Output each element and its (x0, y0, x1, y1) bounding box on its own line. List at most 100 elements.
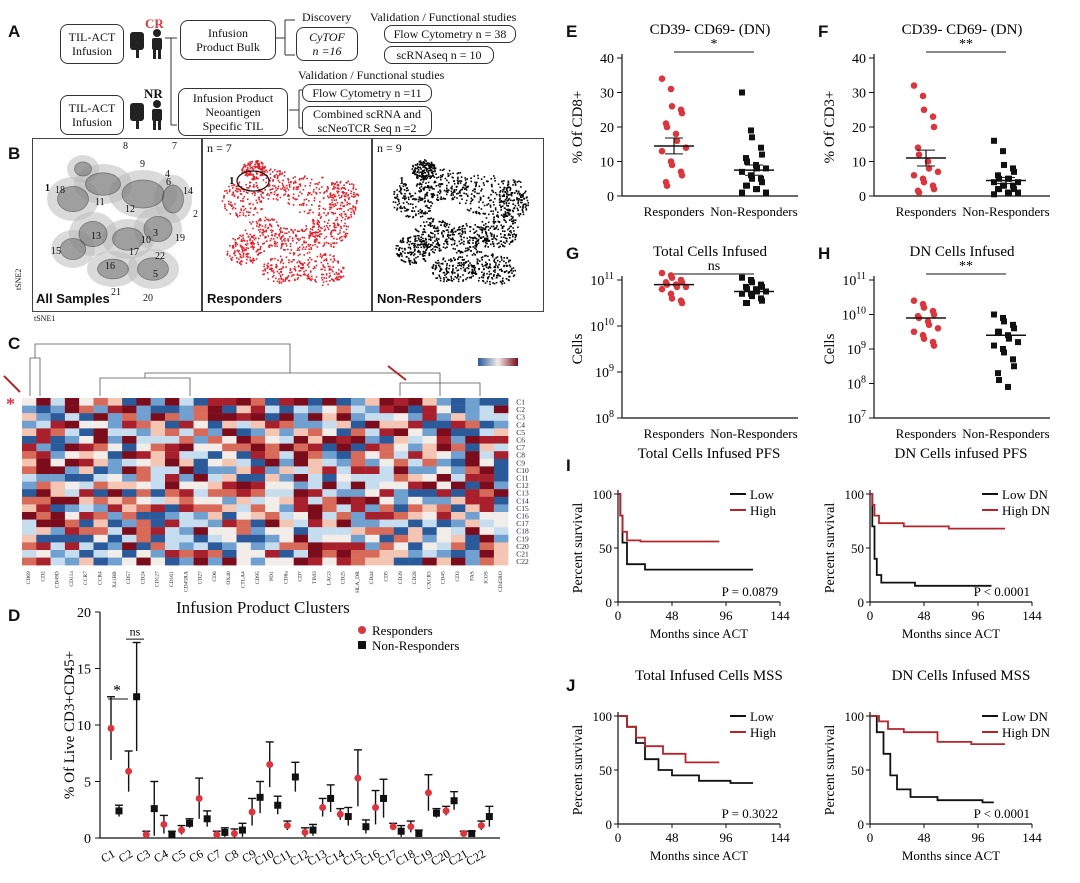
tsne-cell (497, 228, 500, 231)
heatmap-cell (236, 413, 251, 421)
heatmap-cell (293, 519, 309, 528)
tsne-cell (492, 254, 494, 256)
tsne-cell (417, 249, 420, 252)
heatmap-cell (436, 519, 452, 528)
tsne-cell (324, 258, 327, 261)
y-tick-label: 30 (600, 87, 614, 102)
tsne-cell (464, 202, 467, 205)
heatmap-cell (36, 466, 51, 475)
heatmap-cell (50, 496, 66, 505)
tsne-cell (417, 200, 420, 203)
tsne-cell (253, 243, 255, 245)
tsne-cell (300, 177, 303, 180)
tsne-cell (397, 198, 400, 201)
tsne-cell (327, 242, 330, 245)
heatmap-cell (36, 474, 51, 482)
tsne-cell (490, 199, 492, 201)
tsne-cell (297, 195, 300, 197)
tsne-cell (236, 243, 239, 246)
tsne-cell (279, 255, 282, 258)
tsne-cell (489, 267, 492, 269)
tsne-cell (256, 161, 258, 164)
sig-label: ns (708, 259, 720, 274)
heatmap-cell (93, 557, 108, 566)
tsne-cell (426, 177, 429, 179)
heatmap-cell (493, 451, 509, 459)
tsne-cell (415, 205, 417, 208)
tsne-cell (419, 183, 421, 185)
tsne-cell (412, 215, 415, 218)
tsne-cell (299, 211, 301, 214)
tsne-cell (445, 268, 448, 271)
tsne-cell (246, 198, 249, 201)
tsne-cell (289, 271, 291, 274)
tsne-cell (241, 171, 244, 174)
tsne-cell (453, 180, 455, 182)
tsne-cell (486, 280, 488, 283)
tsne-cell (249, 202, 252, 205)
heatmap-cell (336, 534, 352, 543)
y-tick-label: 1011 (590, 271, 614, 289)
tsne-cell (459, 229, 461, 231)
tsne-cell (460, 180, 463, 182)
tsne-cell (502, 200, 505, 203)
legend-high-label: High DN (1002, 503, 1051, 518)
heatmap-cell (465, 534, 480, 543)
heatmap-cell (22, 527, 37, 535)
nonresponder-point (1011, 363, 1017, 370)
iv-bag-icon (127, 30, 149, 65)
tsne-cell (341, 186, 344, 189)
tsne-cell (483, 268, 485, 271)
tsne-cell (461, 263, 464, 266)
heatmap-cell (451, 398, 466, 406)
tsne-cell (293, 186, 295, 189)
nonresponder-point (1001, 161, 1007, 168)
tsne-cell (260, 219, 262, 222)
tsne-cell (424, 193, 427, 196)
tsne-cell (293, 265, 296, 268)
tsne-cell (309, 231, 311, 233)
tsne-cell (289, 243, 292, 245)
heatmap-cell (193, 550, 209, 558)
tsne-cell (466, 178, 468, 180)
heatmap-cell (493, 466, 509, 475)
tsne-cell (431, 163, 433, 166)
tsne-cell (343, 184, 345, 186)
x-tick-label: Responders (644, 426, 705, 440)
heatmap-cell (207, 420, 223, 429)
tsne-cell (412, 242, 414, 245)
tsne-cell (470, 250, 472, 252)
nonresponder-point (1015, 179, 1021, 186)
tsne-cell (503, 271, 506, 274)
tsne-cell (518, 215, 521, 217)
responder-point (910, 328, 918, 336)
tsne-cell (328, 276, 330, 278)
heatmap-cell (408, 443, 423, 452)
heatmap-cell (93, 527, 108, 535)
tsne-cell (429, 164, 432, 167)
tsne-cell (286, 277, 288, 280)
heatmap-cell (179, 405, 194, 414)
tsne-cell (420, 190, 422, 192)
tsne-cell (252, 257, 254, 260)
heatmap-cell (379, 519, 394, 528)
tsne-cell (457, 262, 460, 264)
tsne-cell (480, 236, 483, 239)
tsne-cell (308, 192, 310, 195)
tsne-cell (466, 254, 468, 257)
heatmap-cell (322, 489, 337, 497)
heatmap-cell (265, 428, 280, 437)
tsne-cell (456, 269, 458, 272)
tsne-cell (340, 188, 343, 190)
tsne-cell (510, 199, 512, 202)
tsne-cell (276, 176, 279, 178)
tsne-cell (312, 211, 314, 214)
tsne-cell (276, 170, 278, 173)
tsne-cell (478, 234, 480, 237)
heatmap-cell (408, 413, 423, 421)
heatmap-cell (350, 428, 366, 437)
tsne-cell (472, 242, 474, 244)
heatmap-cell (465, 512, 480, 520)
tsne-cell (451, 228, 453, 231)
tsne-cell (310, 233, 313, 236)
